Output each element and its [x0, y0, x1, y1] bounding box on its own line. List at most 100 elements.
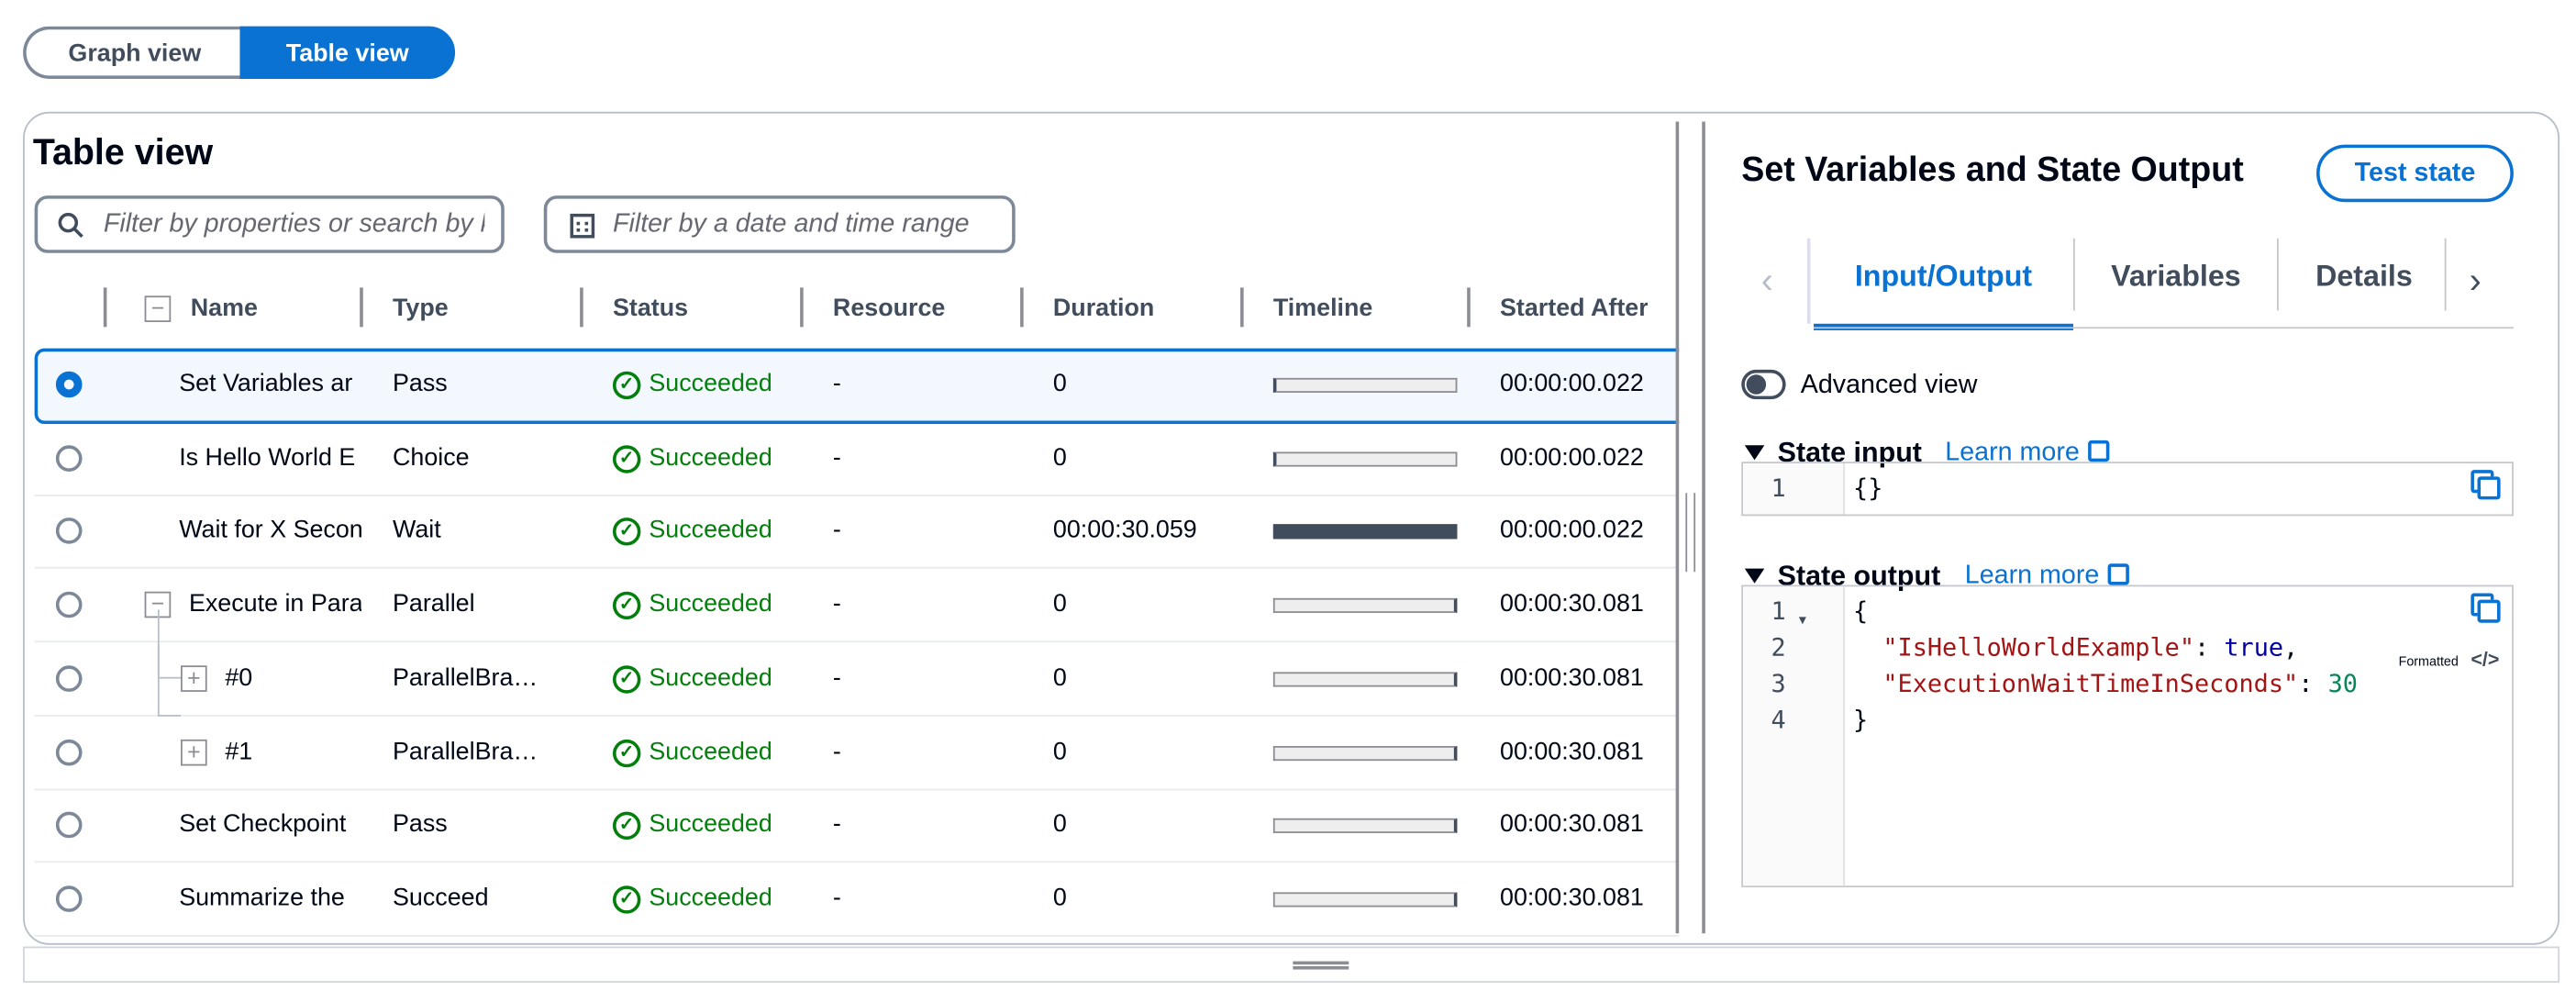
timeline-bar — [1272, 892, 1458, 907]
search-icon — [58, 212, 83, 239]
started-cell: 00:00:30.081 — [1500, 737, 1644, 765]
radio[interactable] — [55, 444, 83, 472]
duration-cell: 0 — [1052, 810, 1067, 839]
row[interactable] — [34, 422, 1680, 496]
column-header: Name — [190, 294, 258, 322]
resize-handle[interactable] — [1685, 493, 1696, 573]
line-number: 3 — [1771, 668, 1786, 699]
external-icon[interactable] — [2107, 563, 2129, 585]
date-filter[interactable]: Filter by a date and time range — [543, 195, 1016, 253]
caret — [1744, 568, 1765, 584]
badge: Formatted — [2398, 653, 2459, 669]
external-icon[interactable] — [2088, 440, 2110, 462]
copy-icon[interactable] — [2477, 476, 2501, 500]
name-cell: #1 — [225, 737, 253, 765]
column-header: Started After — [1500, 294, 1649, 322]
expand-icon[interactable]: + — [180, 664, 207, 692]
radio[interactable] — [55, 591, 83, 618]
table: − Name Type Status Resource Duration Timeline S… — [34, 287, 1680, 937]
token: "IsHelloWorldExample" — [1882, 632, 2195, 662]
tab-sep — [2072, 238, 2075, 311]
column-header: Duration — [1052, 294, 1155, 322]
tab-sep — [1806, 238, 1811, 324]
row[interactable] — [34, 716, 1680, 790]
code-box — [1741, 584, 2514, 888]
tab[interactable]: Details — [2315, 259, 2413, 293]
column-header: Resource — [832, 294, 946, 322]
test-state-button[interactable]: Test state — [2316, 144, 2514, 203]
selected-row[interactable] — [34, 348, 1680, 425]
toggle-button[interactable]: Graph view — [23, 26, 244, 79]
started-cell: 00:00:30.081 — [1500, 810, 1644, 839]
fold-caret: ▾ — [1798, 611, 1807, 629]
token: "ExecutionWaitTimeInSeconds" — [1882, 668, 2299, 699]
radio[interactable] — [55, 664, 83, 692]
column-separator — [103, 287, 107, 328]
tab-sep — [2444, 238, 2447, 311]
code-line: } — [1853, 705, 1868, 734]
code-line: "IsHelloWorldExample": true, — [1853, 632, 2298, 662]
token: {} — [1853, 473, 1883, 503]
timeline-bar — [1272, 377, 1458, 394]
token: { — [1853, 596, 1869, 627]
gutter — [1743, 586, 1846, 886]
collapse-icon[interactable]: − — [144, 295, 172, 322]
row[interactable] — [34, 495, 1680, 570]
column-header: Status — [612, 294, 689, 322]
tab[interactable]: Input/Output — [1814, 239, 2073, 330]
duration-cell: 0 — [1052, 663, 1067, 692]
radio[interactable] — [55, 885, 83, 912]
resource-cell: - — [832, 590, 841, 618]
tab-rule — [1814, 327, 2514, 329]
column-separator — [580, 287, 583, 328]
type-cell: Pass — [393, 369, 448, 398]
format-icon[interactable]: </> — [2471, 647, 2500, 671]
search-filter[interactable]: Filter by properties or search by k — [34, 195, 505, 253]
row[interactable] — [34, 642, 1680, 717]
switch[interactable] — [1741, 369, 1786, 400]
name-cell: Is Hello World E — [179, 442, 356, 472]
column-separator — [1240, 287, 1244, 328]
line-number: 4 — [1771, 705, 1786, 735]
resize-bar[interactable] — [23, 946, 2560, 983]
code-line: { — [1853, 596, 1868, 626]
timeline-bar — [1272, 672, 1458, 687]
status-cell: Succeeded — [649, 663, 772, 692]
gutter — [1743, 463, 1846, 515]
duration-cell: 0 — [1052, 442, 1067, 472]
column-separator — [360, 287, 363, 328]
timeline-bar — [1272, 745, 1458, 761]
radio[interactable] — [55, 738, 83, 765]
radio[interactable] — [55, 811, 83, 839]
radio[interactable] — [55, 371, 83, 398]
status-icon: ✓ — [612, 738, 641, 767]
tab[interactable]: Variables — [2111, 259, 2241, 293]
status-cell: Succeeded — [649, 884, 772, 912]
row[interactable] — [34, 789, 1680, 863]
status-icon: ✓ — [612, 664, 641, 694]
toggle-button[interactable]: Table view — [239, 26, 456, 79]
radio[interactable] — [55, 518, 83, 545]
code-line: "ExecutionWaitTimeInSeconds": 30 — [1853, 669, 2358, 698]
row[interactable] — [34, 569, 1680, 643]
container — [23, 111, 2560, 945]
resource-cell: - — [832, 442, 841, 472]
tree-line — [157, 643, 181, 716]
expand-icon[interactable]: + — [180, 739, 207, 765]
token: : — [2194, 632, 2225, 662]
duration-cell: 0 — [1052, 737, 1067, 765]
type-cell: Wait — [393, 517, 441, 545]
status-cell: Succeeded — [649, 590, 772, 618]
column-header: Type — [393, 294, 449, 322]
token: 30 — [2327, 668, 2358, 699]
tab-prev[interactable]: ‹ — [1760, 259, 1773, 301]
duration-cell: 0 — [1052, 884, 1067, 912]
tab-next[interactable]: › — [2469, 259, 2482, 301]
code-line: {} — [1853, 473, 1882, 503]
resource-cell: - — [832, 810, 841, 839]
column-separator — [800, 287, 804, 328]
row[interactable] — [34, 863, 1680, 937]
copy-icon[interactable] — [2477, 599, 2501, 623]
name-cell: Summarize the — [179, 884, 345, 912]
